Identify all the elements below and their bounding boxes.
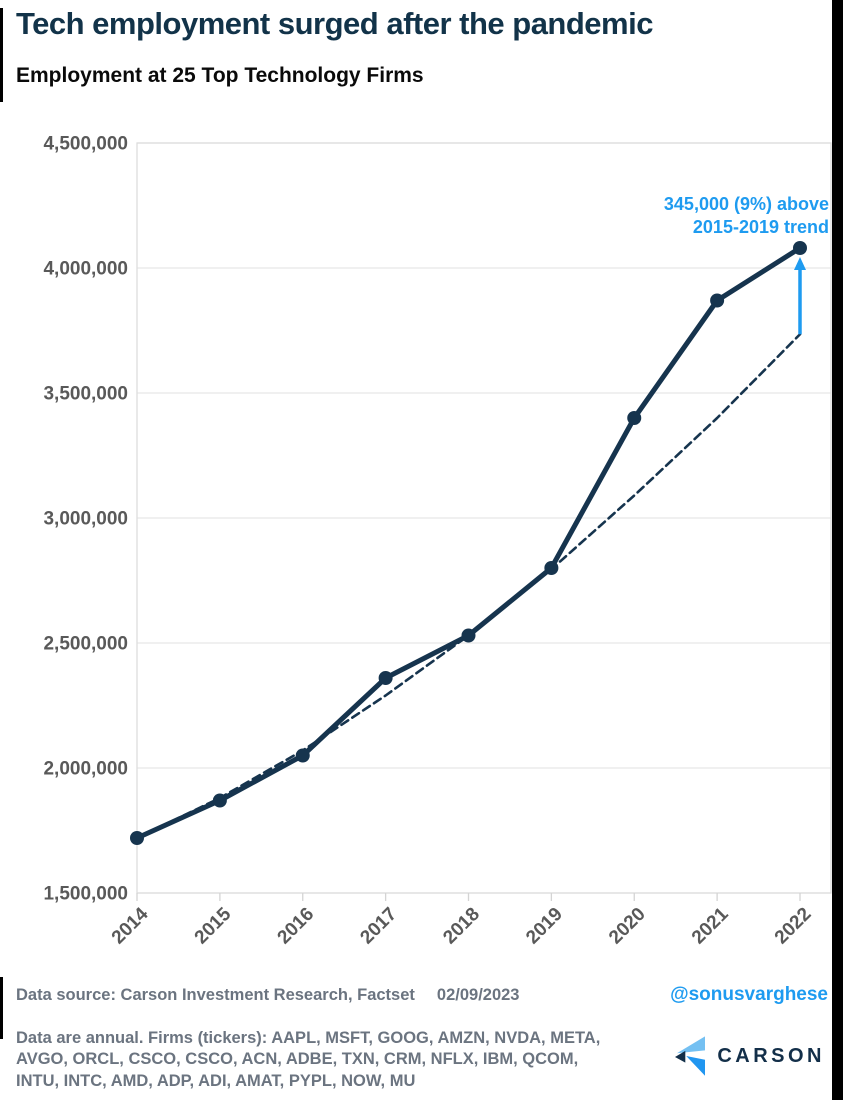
y-axis-label: 2,500,000: [43, 634, 128, 655]
x-axis-label: 2016: [274, 904, 319, 949]
frame-left-bottom-bar: [0, 977, 3, 1039]
chart-area: 1,500,000 2,000,000 2,500,000 3,000,000 3,50…: [0, 120, 833, 965]
data-source-text: Data source: Carson Investment Research,…: [16, 986, 520, 1005]
carson-logo-text: CARSON: [717, 1044, 825, 1067]
data-point: [793, 241, 807, 255]
data-point: [295, 748, 310, 763]
tickers-note: Data are annual. Firms (tickers): AAPL, …: [16, 1029, 601, 1090]
data-date: 02/09/2023: [436, 986, 520, 1004]
employment-line: [134, 245, 803, 841]
trend-line: [135, 332, 802, 840]
logo-triangle-mid: [686, 1056, 706, 1076]
logo-triangle-navy: [675, 1050, 686, 1063]
data-point: [461, 628, 476, 643]
y-axis-label: 3,000,000: [43, 509, 128, 530]
page-title: Tech employment surged after the pandemi…: [16, 6, 653, 41]
x-axis-label: 2022: [771, 904, 816, 949]
carson-logo: CARSON: [675, 1036, 825, 1076]
employment-chart: 1,500,000 2,000,000 2,500,000 3,000,000 3,50…: [43, 134, 832, 949]
x-axis-label: 2020: [605, 904, 650, 949]
annotation-text: 2015-2019 trend: [693, 217, 829, 237]
author-handle-link[interactable]: @sonusvarghese: [670, 984, 828, 1005]
annotation-arrow-head: [794, 257, 806, 270]
x-axis-label: 2018: [439, 904, 484, 949]
plot-border: [136, 142, 832, 894]
frame-left-top-bar: [0, 8, 3, 102]
data-point: [212, 793, 227, 808]
y-axis-label: 3,500,000: [43, 384, 128, 405]
y-axis-label: 4,000,000: [43, 259, 128, 280]
x-axis-label: 2017: [356, 904, 401, 949]
data-point: [378, 671, 393, 685]
x-axis-label: 2015: [191, 903, 236, 948]
data-point: [130, 831, 144, 845]
annotation-text: 345,000 (9%) above: [664, 194, 829, 214]
x-axis-label: 2014: [108, 903, 153, 948]
data-point: [710, 293, 725, 308]
footer-source-row: Data source: Carson Investment Research,…: [16, 984, 828, 1006]
frame-right-bar: [832, 0, 843, 1100]
x-axis-label: 2019: [522, 904, 567, 949]
y-axis-label: 4,500,000: [43, 134, 128, 155]
carson-logo-icon: [675, 1036, 706, 1076]
logo-triangle-light: [677, 1036, 706, 1054]
x-axis-label: 2021: [688, 903, 733, 948]
chart-subtitle: Employment at 25 Top Technology Firms: [16, 64, 424, 87]
y-axis-label: 1,500,000: [43, 884, 128, 905]
data-point: [627, 411, 642, 425]
data-point: [544, 561, 559, 575]
data-source-label: Data source: Carson Investment Research,…: [16, 986, 415, 1004]
y-axis-label: 2,000,000: [43, 759, 128, 780]
